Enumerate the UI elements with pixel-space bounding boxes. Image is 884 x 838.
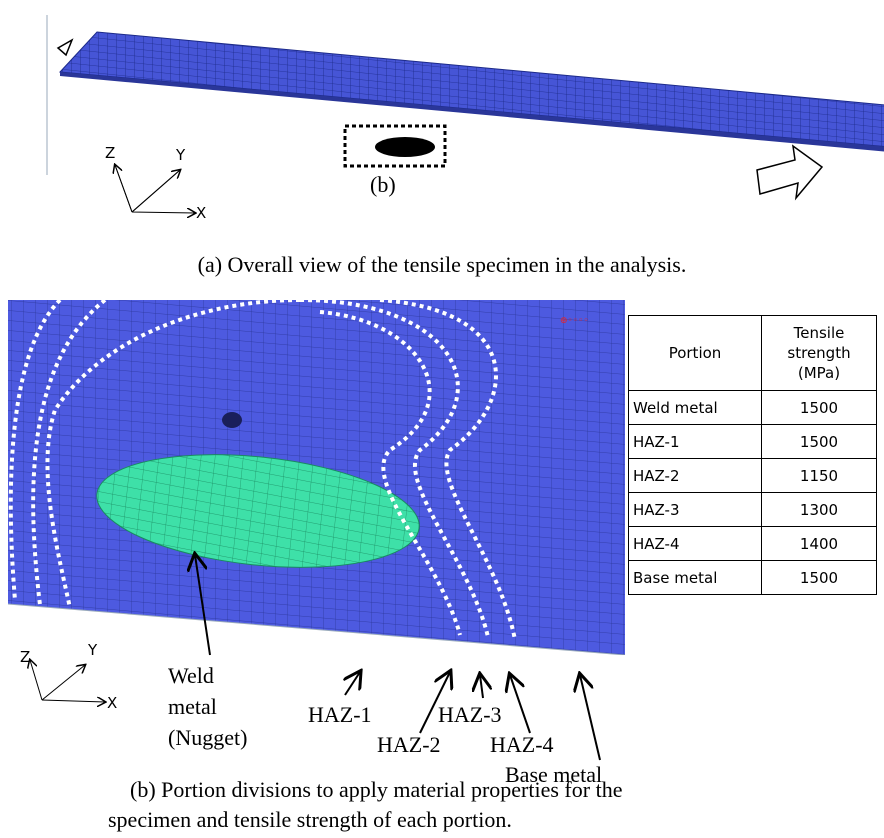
axis-triad [115, 165, 195, 213]
caption: (b) Portion divisions to apply material … [130, 777, 622, 802]
label: HAZ-3 [438, 702, 502, 727]
label: (Nugget) [168, 725, 247, 750]
portion-cell: Weld metal [629, 391, 762, 425]
header-line: strength [787, 344, 850, 362]
axis-label: Z [105, 144, 115, 162]
caption: specimen and tensile strength of each po… [108, 807, 512, 832]
header-line: Tensile [794, 324, 845, 342]
label: HAZ-2 [377, 732, 441, 757]
header-cell: Tensile strength (MPa) [762, 316, 877, 391]
axis-label: X [107, 694, 117, 712]
label: Weld [168, 663, 214, 688]
portion-cell: HAZ-1 [629, 425, 762, 459]
strength-cell: 1300 [762, 493, 877, 527]
specimen-detail: ⊕◦◦◦◦ [8, 300, 625, 660]
portion-cell: HAZ-4 [629, 527, 762, 561]
axis-label: Z [20, 648, 30, 666]
page: (b) Z Y X (a) Overall view of the tensil… [0, 0, 884, 838]
strength-cell: 1400 [762, 527, 877, 561]
caption: (a) Overall view of the tensile specimen… [198, 252, 687, 277]
axis-label: X [196, 204, 206, 222]
strength-cell: 1500 [762, 391, 877, 425]
svg-text:⊕◦◦◦◦: ⊕◦◦◦◦ [560, 316, 589, 326]
header-row: Portion Tensile strength (MPa) [629, 316, 877, 391]
header-line: (MPa) [798, 364, 840, 382]
axis-label: Y [175, 146, 186, 164]
axis-label: Y [87, 641, 98, 659]
strength-cell: 1500 [762, 425, 877, 459]
label: metal [168, 694, 217, 719]
label: HAZ-1 [308, 702, 372, 727]
strength-cell: 1150 [762, 459, 877, 493]
portion-cell: HAZ-3 [629, 493, 762, 527]
portion-cell: Base metal [629, 561, 762, 595]
portion-cell: HAZ-2 [629, 459, 762, 493]
strength-cell: 1500 [762, 561, 877, 595]
callout-label: (b) [370, 172, 396, 197]
specimen-overall [47, 15, 884, 198]
axis-triad [30, 660, 105, 702]
header-cell: Portion [629, 316, 762, 391]
label: HAZ-4 [490, 732, 554, 757]
